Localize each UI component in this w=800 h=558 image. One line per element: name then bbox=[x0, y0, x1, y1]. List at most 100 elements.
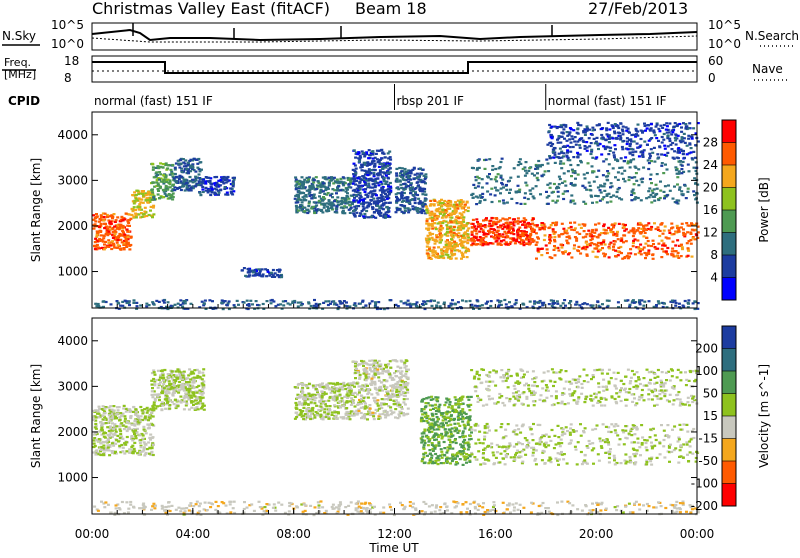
power-cell bbox=[162, 181, 165, 183]
power-cell bbox=[510, 226, 513, 228]
power-cell bbox=[226, 192, 229, 194]
power-cell bbox=[328, 184, 331, 186]
velocity-cell bbox=[104, 437, 107, 439]
power-cell bbox=[651, 190, 654, 192]
power-cell bbox=[645, 229, 648, 231]
power-cell bbox=[157, 190, 160, 192]
velocity-cell bbox=[167, 391, 170, 393]
velocity-cell bbox=[168, 404, 171, 406]
power-cell bbox=[658, 130, 661, 132]
power-cell bbox=[494, 178, 497, 180]
power-cell bbox=[434, 256, 437, 258]
power-cell bbox=[308, 201, 311, 203]
power-cell bbox=[545, 159, 548, 161]
power-cell bbox=[315, 204, 318, 206]
power-cell bbox=[463, 232, 466, 234]
power-cell bbox=[636, 239, 639, 241]
power-cell bbox=[551, 143, 554, 145]
power-cell bbox=[224, 186, 227, 188]
power-cell bbox=[632, 242, 635, 244]
power-cell bbox=[357, 157, 360, 159]
power-cell bbox=[528, 167, 531, 169]
power-cell bbox=[462, 234, 465, 236]
power-cell bbox=[633, 302, 636, 304]
power-cell bbox=[588, 137, 591, 139]
power-cell bbox=[583, 224, 586, 226]
power-cell bbox=[655, 137, 658, 139]
power-cell bbox=[176, 188, 179, 190]
power-cell bbox=[647, 240, 650, 242]
power-cell bbox=[595, 201, 598, 203]
power-cell bbox=[386, 206, 389, 208]
power-cell bbox=[439, 211, 442, 213]
power-cell bbox=[149, 210, 152, 212]
velocity-cell bbox=[202, 380, 205, 382]
power-cell bbox=[654, 134, 657, 136]
velocity-cell bbox=[115, 425, 118, 427]
power-cell bbox=[338, 300, 341, 302]
power-cell bbox=[495, 180, 498, 182]
power-cell bbox=[517, 236, 520, 238]
power-cell bbox=[659, 224, 662, 226]
power-cell bbox=[495, 234, 498, 236]
power-cell bbox=[602, 225, 605, 227]
power-cell bbox=[536, 177, 539, 179]
power-cell bbox=[653, 161, 656, 163]
power-cell bbox=[550, 126, 553, 128]
power-cell bbox=[617, 238, 620, 240]
power-cell bbox=[574, 227, 577, 229]
power-cell bbox=[142, 190, 145, 192]
power-cell bbox=[588, 145, 591, 147]
power-cell bbox=[383, 164, 386, 166]
power-cell bbox=[604, 243, 607, 245]
power-cell bbox=[346, 202, 349, 204]
velocity-cell bbox=[136, 415, 139, 417]
power-cell bbox=[640, 178, 643, 180]
power-cell bbox=[305, 196, 308, 198]
power-cell bbox=[661, 127, 664, 129]
power-cell bbox=[485, 217, 488, 219]
power-cell bbox=[650, 182, 653, 184]
power-cell bbox=[409, 305, 412, 307]
power-cell bbox=[401, 167, 404, 169]
power-cell bbox=[125, 213, 128, 215]
velocity-cell bbox=[139, 439, 142, 441]
power-cell bbox=[118, 233, 121, 235]
power-cell bbox=[559, 305, 562, 307]
power-cell bbox=[190, 303, 193, 305]
power-cell bbox=[664, 225, 667, 227]
power-cell bbox=[624, 180, 627, 182]
power-colorbar-tick: 8 bbox=[710, 248, 718, 262]
power-cell bbox=[615, 255, 618, 257]
power-cell bbox=[359, 181, 362, 183]
velocity-cell bbox=[147, 427, 150, 429]
power-cell bbox=[136, 305, 139, 307]
velocity-cell bbox=[133, 433, 136, 435]
power-cell bbox=[546, 248, 549, 250]
power-cell bbox=[426, 220, 429, 222]
velocity-cell bbox=[104, 408, 107, 410]
power-cell bbox=[556, 300, 559, 302]
power-cell bbox=[603, 183, 606, 185]
velocity-cell bbox=[118, 425, 121, 427]
power-cell bbox=[626, 141, 629, 143]
power-cell bbox=[623, 160, 626, 162]
power-cell bbox=[435, 236, 438, 238]
power-cell bbox=[581, 185, 584, 187]
power-cell bbox=[426, 252, 429, 254]
power-cell bbox=[624, 224, 627, 226]
velocity-cell bbox=[100, 424, 103, 426]
power-cell bbox=[303, 179, 306, 181]
power-cell bbox=[677, 147, 680, 149]
power-cell bbox=[463, 237, 466, 239]
power-cell bbox=[552, 157, 555, 159]
power-cell bbox=[423, 301, 426, 303]
velocity-cell bbox=[153, 394, 156, 396]
power-cell bbox=[244, 275, 247, 277]
sky-noise-panel: N.Sky 10^5 10^0 10^5 10^0 N.Search bbox=[2, 18, 799, 51]
power-cell bbox=[689, 231, 692, 233]
power-cell bbox=[509, 189, 512, 191]
power-cell bbox=[151, 182, 154, 184]
power-cell bbox=[384, 215, 387, 217]
power-cell bbox=[322, 182, 325, 184]
